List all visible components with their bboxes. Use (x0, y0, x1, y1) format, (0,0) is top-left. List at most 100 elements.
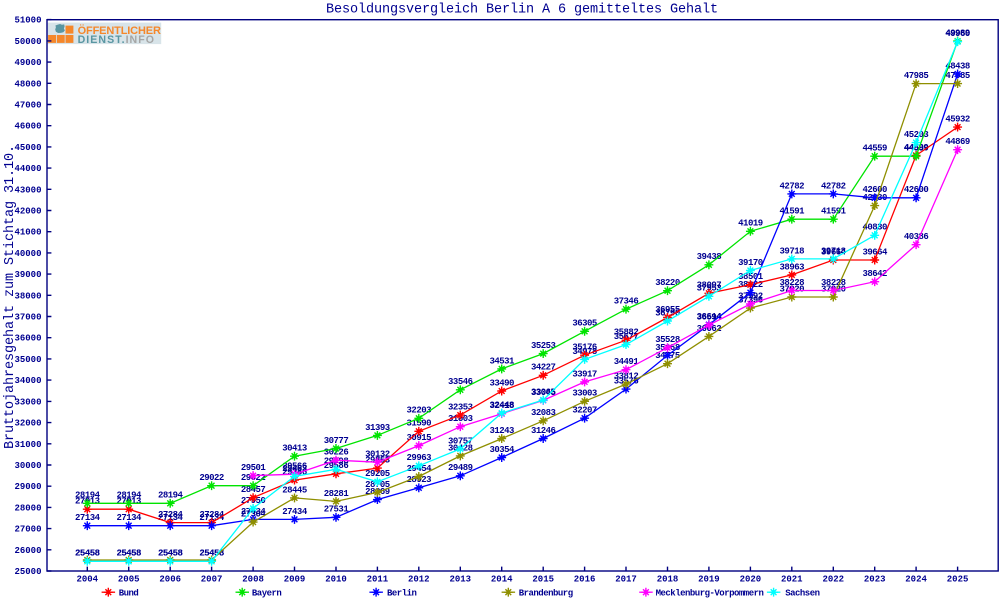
svg-text:35176: 35176 (572, 343, 597, 353)
svg-text:32000: 32000 (14, 419, 41, 429)
svg-text:33003: 33003 (572, 389, 597, 399)
svg-text:2014: 2014 (491, 575, 513, 585)
svg-text:44000: 44000 (14, 164, 41, 174)
svg-text:30000: 30000 (14, 461, 41, 471)
svg-text:32083: 32083 (531, 408, 556, 418)
svg-text:39170: 39170 (738, 258, 763, 268)
svg-text:34531: 34531 (489, 356, 515, 366)
svg-text:38220: 38220 (655, 278, 680, 288)
svg-text:48438: 48438 (945, 61, 970, 71)
svg-text:49989: 49989 (945, 29, 970, 39)
svg-text:37953: 37953 (697, 284, 722, 294)
svg-text:34227: 34227 (531, 363, 556, 373)
svg-text:35000: 35000 (14, 355, 41, 365)
svg-text:25458: 25458 (158, 549, 183, 559)
svg-text:39664: 39664 (862, 247, 888, 257)
svg-text:2011: 2011 (367, 575, 389, 585)
svg-text:2006: 2006 (159, 575, 181, 585)
svg-text:DIENST.INFO: DIENST.INFO (78, 34, 155, 46)
svg-text:45203: 45203 (904, 130, 929, 140)
svg-text:38501: 38501 (738, 272, 764, 282)
svg-text:36594: 36594 (697, 313, 723, 323)
svg-text:2020: 2020 (740, 575, 762, 585)
svg-text:27284: 27284 (158, 510, 184, 520)
svg-text:2008: 2008 (242, 575, 264, 585)
svg-text:48000: 48000 (14, 79, 41, 89)
svg-text:29501: 29501 (241, 463, 267, 473)
svg-text:30757: 30757 (448, 436, 473, 446)
svg-text:31246: 31246 (531, 426, 556, 436)
svg-text:27284: 27284 (199, 510, 225, 520)
svg-text:39718: 39718 (821, 246, 846, 256)
svg-text:36305: 36305 (572, 319, 597, 329)
svg-text:28000: 28000 (14, 503, 41, 513)
svg-text:ÖFFENTLICHER: ÖFFENTLICHER (78, 24, 161, 37)
svg-text:46000: 46000 (14, 122, 41, 132)
svg-text:Mecklenburg-Vorpommern: Mecklenburg-Vorpommern (656, 589, 764, 599)
svg-text:28194: 28194 (116, 491, 142, 501)
svg-text:44869: 44869 (945, 137, 970, 147)
svg-text:33000: 33000 (14, 397, 41, 407)
svg-text:33065: 33065 (531, 387, 556, 397)
svg-text:2023: 2023 (864, 575, 886, 585)
svg-text:2015: 2015 (532, 575, 554, 585)
svg-text:2016: 2016 (574, 575, 596, 585)
svg-text:35528: 35528 (655, 335, 680, 345)
svg-text:30915: 30915 (407, 433, 432, 443)
svg-text:33045: 33045 (531, 388, 556, 398)
svg-text:32448: 32448 (489, 401, 514, 411)
svg-text:38642: 38642 (862, 269, 887, 279)
svg-text:27434: 27434 (282, 507, 308, 517)
svg-text:39000: 39000 (14, 270, 41, 280)
svg-text:25458: 25458 (158, 549, 183, 559)
svg-text:25458: 25458 (75, 549, 100, 559)
svg-text:38000: 38000 (14, 291, 41, 301)
svg-text:25000: 25000 (14, 567, 41, 577)
svg-text:2010: 2010 (325, 575, 347, 585)
svg-text:33490: 33490 (489, 378, 514, 388)
svg-text:2021: 2021 (781, 575, 803, 585)
svg-text:32207: 32207 (572, 406, 597, 416)
svg-text:51000: 51000 (14, 16, 41, 26)
svg-text:41591: 41591 (821, 207, 847, 217)
svg-text:2005: 2005 (118, 575, 140, 585)
svg-text:2004: 2004 (76, 575, 98, 585)
svg-text:2025: 2025 (947, 575, 969, 585)
svg-text:29000: 29000 (14, 482, 41, 492)
svg-text:30777: 30777 (324, 436, 349, 446)
svg-text:45000: 45000 (14, 143, 41, 153)
svg-text:33812: 33812 (614, 372, 639, 382)
svg-text:36955: 36955 (655, 305, 680, 315)
svg-text:27531: 27531 (324, 505, 350, 515)
svg-text:25458: 25458 (199, 549, 224, 559)
svg-text:32203: 32203 (407, 406, 432, 416)
svg-text:43000: 43000 (14, 185, 41, 195)
svg-text:Besoldungsvergleich Berlin A 6: Besoldungsvergleich Berlin A 6 gemittelt… (326, 3, 718, 18)
svg-text:38097: 38097 (697, 281, 722, 291)
svg-text:27000: 27000 (14, 525, 41, 535)
svg-text:27134: 27134 (116, 513, 142, 523)
svg-text:29022: 29022 (199, 473, 224, 483)
svg-text:Bund: Bund (119, 589, 139, 599)
svg-text:Bruttojahresgehalt zum Stichta: Bruttojahresgehalt zum Stichtag 31.10. (3, 145, 18, 449)
svg-text:44599: 44599 (904, 143, 929, 153)
svg-text:42782: 42782 (780, 181, 805, 191)
svg-text:30413: 30413 (282, 444, 307, 454)
svg-text:27304: 27304 (241, 510, 267, 520)
svg-text:31590: 31590 (407, 419, 432, 429)
svg-text:Brandenburg: Brandenburg (519, 589, 573, 599)
svg-text:28194: 28194 (158, 491, 184, 501)
svg-text:42782: 42782 (821, 181, 846, 191)
svg-text:29463: 29463 (282, 464, 307, 474)
svg-text:40830: 40830 (862, 223, 887, 233)
svg-text:2013: 2013 (449, 575, 471, 585)
svg-text:35253: 35253 (531, 341, 556, 351)
svg-text:36000: 36000 (14, 334, 41, 344)
svg-text:27434: 27434 (241, 507, 267, 517)
svg-text:40000: 40000 (14, 249, 41, 259)
svg-text:2024: 2024 (905, 575, 927, 585)
svg-text:34491: 34491 (614, 357, 640, 367)
svg-text:Bayern: Bayern (252, 589, 282, 599)
svg-text:25458: 25458 (116, 549, 141, 559)
svg-text:33546: 33546 (448, 377, 473, 387)
